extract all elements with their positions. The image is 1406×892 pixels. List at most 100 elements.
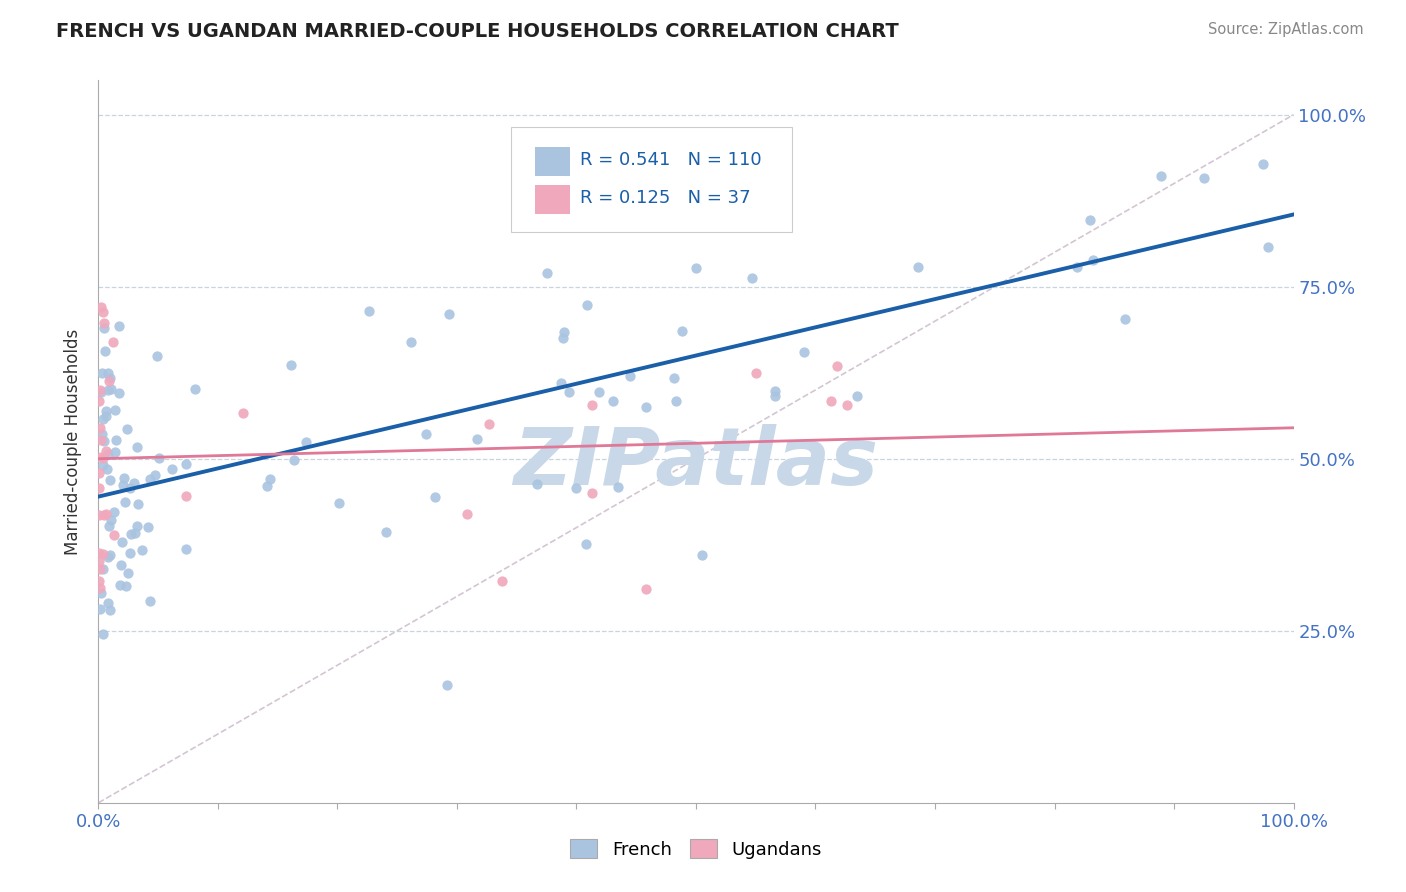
Point <box>103 505 125 519</box>
Point <box>93 508 115 522</box>
Point <box>98 603 121 617</box>
Point <box>741 271 763 285</box>
Point <box>96 404 118 418</box>
Point <box>588 385 610 400</box>
Text: ZIPatlas: ZIPatlas <box>513 425 879 502</box>
Point <box>581 398 603 412</box>
Point <box>553 325 575 339</box>
Point <box>125 519 148 533</box>
Point <box>835 398 858 412</box>
Point <box>100 513 122 527</box>
Point <box>91 366 114 380</box>
Point <box>90 301 112 315</box>
Point <box>115 422 138 436</box>
Point <box>117 566 139 580</box>
Point <box>146 349 169 363</box>
Point <box>98 370 121 384</box>
Point <box>131 543 153 558</box>
Point <box>90 433 112 447</box>
Bar <box>534 147 571 176</box>
Point <box>103 528 125 542</box>
Point <box>97 447 120 461</box>
Point <box>101 335 124 350</box>
Point <box>606 479 628 493</box>
Point <box>1081 252 1104 267</box>
Point <box>91 458 114 472</box>
Point <box>148 450 170 465</box>
Point <box>602 393 624 408</box>
Point <box>820 393 842 408</box>
Point <box>685 260 707 275</box>
Point <box>94 443 117 458</box>
Point <box>97 518 120 533</box>
Point <box>89 420 111 434</box>
Point <box>93 320 115 334</box>
Point <box>94 409 117 423</box>
Point <box>114 495 136 509</box>
Point <box>1114 312 1136 326</box>
Point <box>108 319 131 334</box>
Point <box>662 371 685 385</box>
Point <box>619 368 641 383</box>
Point <box>89 581 111 595</box>
Legend: French, Ugandans: French, Ugandans <box>562 832 830 866</box>
Point <box>91 305 114 319</box>
Point <box>125 440 148 454</box>
Point <box>295 434 318 449</box>
Point <box>846 389 869 403</box>
Point <box>93 548 115 562</box>
Point <box>576 298 599 312</box>
Point <box>283 453 305 467</box>
Point <box>100 473 122 487</box>
Point <box>105 433 128 447</box>
Text: Source: ZipAtlas.com: Source: ZipAtlas.com <box>1208 22 1364 37</box>
Point <box>91 561 114 575</box>
Point <box>89 383 111 397</box>
Point <box>1066 260 1088 274</box>
Point <box>91 450 114 465</box>
Point <box>465 432 488 446</box>
Point <box>110 558 132 572</box>
Point <box>1257 239 1279 253</box>
Point <box>90 586 112 600</box>
Point <box>122 476 145 491</box>
Point <box>96 507 118 521</box>
Point <box>111 534 134 549</box>
Point <box>143 468 166 483</box>
Bar <box>534 185 571 214</box>
Point <box>97 596 120 610</box>
Point <box>89 562 111 576</box>
Point <box>90 385 112 400</box>
Point <box>436 678 458 692</box>
Point <box>87 508 110 523</box>
Point <box>439 307 461 321</box>
Point <box>89 393 111 408</box>
Point <box>907 260 929 275</box>
Point <box>581 486 603 500</box>
Point <box>112 478 135 492</box>
Point <box>634 582 657 597</box>
Point <box>553 331 575 345</box>
Point <box>104 445 127 459</box>
Point <box>259 472 281 486</box>
Point <box>478 417 501 432</box>
Point <box>124 525 146 540</box>
Point <box>256 478 278 492</box>
Point <box>793 344 815 359</box>
Point <box>160 461 183 475</box>
Point <box>91 427 114 442</box>
Point <box>357 304 380 318</box>
Point <box>763 384 786 398</box>
Point <box>91 412 114 426</box>
Point <box>745 366 768 380</box>
Point <box>550 376 572 390</box>
Point <box>93 344 115 359</box>
Point <box>280 358 302 372</box>
Point <box>401 334 423 349</box>
Y-axis label: Married-couple Households: Married-couple Households <box>65 328 83 555</box>
Point <box>127 497 149 511</box>
Point <box>636 400 658 414</box>
Point <box>174 489 197 503</box>
Point <box>89 466 111 480</box>
FancyBboxPatch shape <box>510 128 792 232</box>
